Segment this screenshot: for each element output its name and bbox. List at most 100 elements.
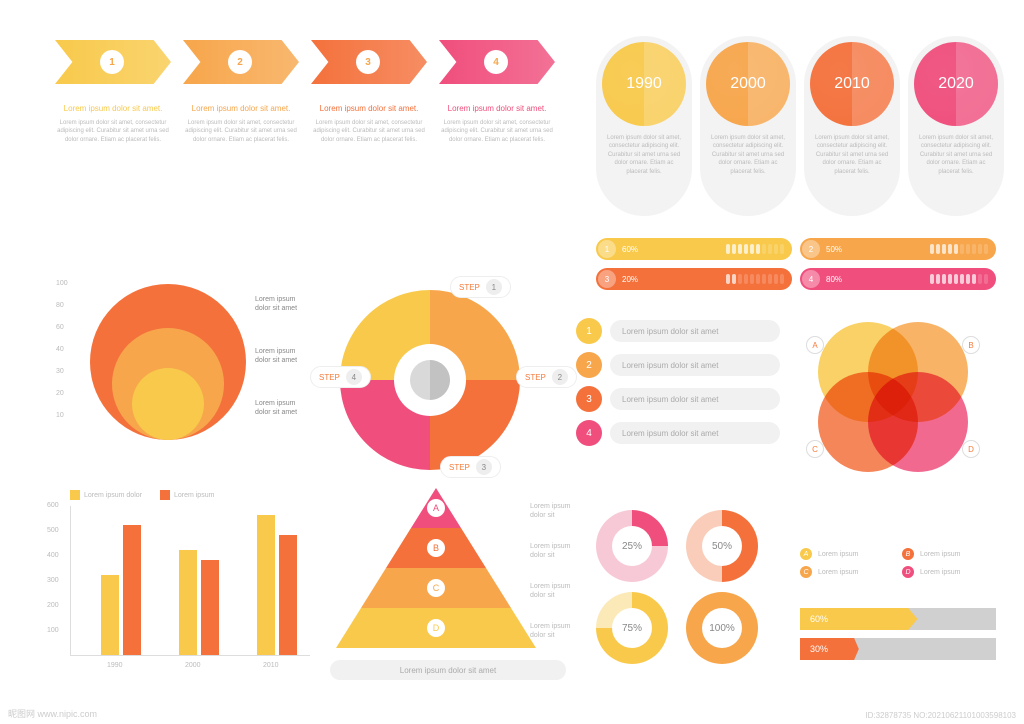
nested-label: Lorem ipsumdolor sit amet <box>255 399 297 417</box>
pyramid-label: Lorem ipsumdolor sit <box>530 582 570 600</box>
progress-number: 3 <box>598 270 616 288</box>
year-circle: 2010 <box>810 42 894 126</box>
step-number: 1 <box>100 50 124 74</box>
timeline-item: 1990 Lorem ipsum dolor sit amet, consect… <box>596 36 692 216</box>
percent-fill: 30% <box>800 638 859 660</box>
cycle-step-num: 4 <box>346 369 362 385</box>
nested-label: Lorem ipsumdolor sit amet <box>255 347 297 365</box>
pyramid-label: Lorem ipsumdolor sit <box>530 622 570 640</box>
step-title: Lorem ipsum dolor sit amet. <box>311 104 427 113</box>
x-tick: 2000 <box>185 662 201 669</box>
axis-tick: 80 <box>56 302 68 324</box>
list-text: Lorem ipsum dolor sit amet <box>610 320 780 342</box>
timeline-item: 2000 Lorem ipsum dolor sit amet, consect… <box>700 36 796 216</box>
y-tick: 500 <box>47 527 59 534</box>
svg-text:C: C <box>433 583 440 593</box>
axis-tick: 10 <box>56 412 68 434</box>
axis-tick: 60 <box>56 324 68 346</box>
timeline-body: Lorem ipsum dolor sit amet, consectetur … <box>804 126 900 184</box>
progress-bar: 2 50% <box>800 238 996 260</box>
step-body: Lorem ipsum dolor sit amet, consectetur … <box>55 119 171 144</box>
y-tick: 600 <box>47 502 59 509</box>
list-number: 4 <box>576 420 602 446</box>
progress-bar: 1 60% <box>596 238 792 260</box>
progress-dots <box>930 244 988 254</box>
timeline-item: 2020 Lorem ipsum dolor sit amet, consect… <box>908 36 1004 216</box>
step-title: Lorem ipsum dolor sit amet. <box>183 104 299 113</box>
bar <box>279 535 297 655</box>
numbered-list: 1 Lorem ipsum dolor sit amet 2 Lorem ips… <box>576 318 780 446</box>
watermark-right: ID:32878735 NO:20210621101003598103 <box>865 711 1016 720</box>
percent-bar: 60% <box>800 608 996 630</box>
step-title: Lorem ipsum dolor sit amet. <box>55 104 171 113</box>
progress-pct: 50% <box>826 245 842 254</box>
list-number: 2 <box>576 352 602 378</box>
legend-item: BLorem ipsum <box>902 548 998 560</box>
x-tick: 2010 <box>263 662 279 669</box>
cycle-step: STEP4 <box>310 366 371 388</box>
bar <box>101 575 119 655</box>
step-number: 4 <box>484 50 508 74</box>
donut: 25% <box>596 510 668 582</box>
nested-axis: 100806040302010 <box>56 280 68 434</box>
timeline-body: Lorem ipsum dolor sit amet, consectetur … <box>596 126 692 184</box>
percent-bars: 60%30% <box>800 608 996 660</box>
timeline-item: 2010 Lorem ipsum dolor sit amet, consect… <box>804 36 900 216</box>
venn-label: D <box>962 440 980 458</box>
nested-circles <box>88 280 248 440</box>
process-step: 4 <box>439 40 555 84</box>
list-text: Lorem ipsum dolor sit amet <box>610 388 780 410</box>
legend-item: Lorem ipsum <box>160 490 214 500</box>
donut: 100% <box>686 592 758 664</box>
progress-pct: 60% <box>622 245 638 254</box>
donut-percents: 25% 50% 75% 100% <box>596 510 766 664</box>
cycle-step-num: 1 <box>486 279 502 295</box>
y-tick: 100 <box>47 627 59 634</box>
step-title: Lorem ipsum dolor sit amet. <box>439 104 555 113</box>
list-item: 4 Lorem ipsum dolor sit amet <box>576 420 780 446</box>
axis-tick: 20 <box>56 390 68 412</box>
donut-pct: 25% <box>596 510 668 582</box>
year-circle: 2000 <box>706 42 790 126</box>
step-number: 2 <box>228 50 252 74</box>
list-text: Lorem ipsum dolor sit amet <box>610 354 780 376</box>
progress-bar: 4 80% <box>800 268 996 290</box>
cycle-step-num: 3 <box>476 459 492 475</box>
bar <box>257 515 275 655</box>
axis-tick: 40 <box>56 346 68 368</box>
list-item: 1 Lorem ipsum dolor sit amet <box>576 318 780 344</box>
process-step: 2 <box>183 40 299 84</box>
axis-tick: 100 <box>56 280 68 302</box>
venn-label: A <box>806 336 824 354</box>
nested-labels: Lorem ipsumdolor sit amet Lorem ipsumdolo… <box>255 295 297 452</box>
cycle-diagram: STEP1STEP2STEP3STEP4 <box>330 280 530 482</box>
cycle-step: STEP1 <box>450 276 511 298</box>
x-tick: 1990 <box>107 662 123 669</box>
cycle-step-num: 2 <box>552 369 568 385</box>
progress-pct: 80% <box>826 275 842 284</box>
donut-pct: 50% <box>686 510 758 582</box>
step-number: 3 <box>356 50 380 74</box>
process-arrows: 1 2 3 4 <box>55 40 555 84</box>
progress-number: 4 <box>802 270 820 288</box>
year-circle: 2020 <box>914 42 998 126</box>
legend-item: ALorem ipsum <box>800 548 896 560</box>
process-text: Lorem ipsum dolor sit amet. Lorem ipsum … <box>55 104 555 144</box>
svg-text:A: A <box>433 503 439 513</box>
bar <box>201 560 219 655</box>
axis-tick: 30 <box>56 368 68 390</box>
y-tick: 300 <box>47 577 59 584</box>
progress-dots <box>930 274 988 284</box>
progress-bar: 3 20% <box>596 268 792 290</box>
venn-legend: ALorem ipsumBLorem ipsumCLorem ipsumDLor… <box>800 548 998 578</box>
list-text: Lorem ipsum dolor sit amet <box>610 422 780 444</box>
venn-label: B <box>962 336 980 354</box>
step-body: Lorem ipsum dolor sit amet, consectetur … <box>183 119 299 144</box>
donut: 75% <box>596 592 668 664</box>
step-body: Lorem ipsum dolor sit amet, consectetur … <box>311 119 427 144</box>
timeline-body: Lorem ipsum dolor sit amet, consectetur … <box>700 126 796 184</box>
y-tick: 400 <box>47 552 59 559</box>
progress-number: 2 <box>802 240 820 258</box>
step-body: Lorem ipsum dolor sit amet, consectetur … <box>439 119 555 144</box>
donut: 50% <box>686 510 758 582</box>
